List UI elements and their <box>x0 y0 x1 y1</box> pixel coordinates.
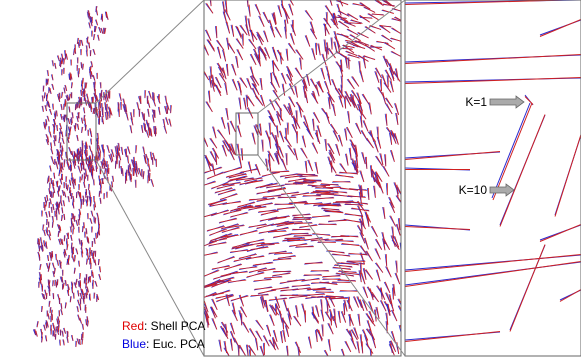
legend-key: Blue <box>122 337 146 351</box>
direction-stroke <box>316 198 334 199</box>
direction-stroke <box>345 97 346 109</box>
legend-item: Blue: Euc. PCA <box>122 337 205 351</box>
figure: K=1 K=10 Red: Shell PCA Blue: Euc. PCA <box>0 0 581 364</box>
legend-key: Red <box>122 319 144 333</box>
direction-stroke <box>342 60 343 72</box>
annotation: K=10 <box>459 183 488 197</box>
direction-stroke <box>49 211 50 217</box>
legend-item: Red: Shell PCA <box>122 319 205 333</box>
annotation: K=1 <box>465 95 487 109</box>
direction-stroke <box>278 197 296 198</box>
direction-stroke <box>292 229 310 230</box>
direction-stroke <box>322 299 323 311</box>
legend-text: : Shell PCA <box>144 319 205 333</box>
direction-stroke <box>275 204 293 205</box>
direction-stroke <box>54 173 55 179</box>
legend-text: : Euc. PCA <box>146 337 205 351</box>
direction-stroke <box>311 192 329 193</box>
direction-stroke <box>242 148 243 160</box>
direction-stroke <box>362 341 363 353</box>
direction-stroke <box>333 182 351 183</box>
